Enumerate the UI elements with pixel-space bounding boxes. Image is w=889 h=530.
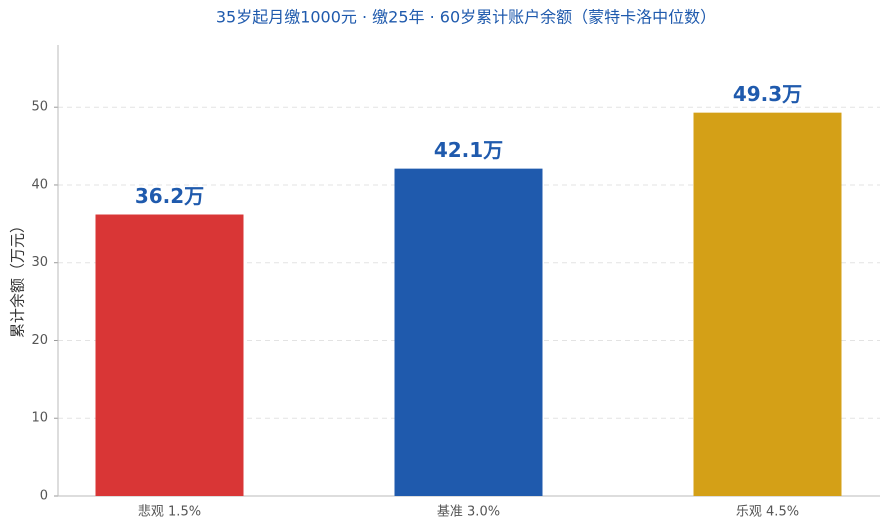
value-label: 36.2万 xyxy=(135,184,204,208)
value-label: 49.3万 xyxy=(733,82,802,106)
y-tick-label: 10 xyxy=(31,411,48,426)
value-label: 42.1万 xyxy=(434,138,503,162)
x-tick-label: 悲观 1.5% xyxy=(138,504,201,520)
bar xyxy=(95,214,244,496)
bar xyxy=(394,168,543,496)
y-axis-label: 累计余额（万元） xyxy=(9,218,27,338)
y-tick-label: 20 xyxy=(31,333,48,348)
y-tick-label: 40 xyxy=(31,177,48,192)
x-tick-label: 基准 3.0% xyxy=(437,505,500,520)
y-tick-label: 30 xyxy=(31,255,48,270)
y-tick-label: 50 xyxy=(31,100,48,115)
x-tick-label: 乐观 4.5% xyxy=(736,505,799,520)
y-tick-label: 0 xyxy=(40,489,48,504)
chart-title: 35岁起月缴1000元 · 缴25年 · 60岁累计账户余额（蒙特卡洛中位数） xyxy=(216,8,716,27)
bar xyxy=(693,112,842,497)
